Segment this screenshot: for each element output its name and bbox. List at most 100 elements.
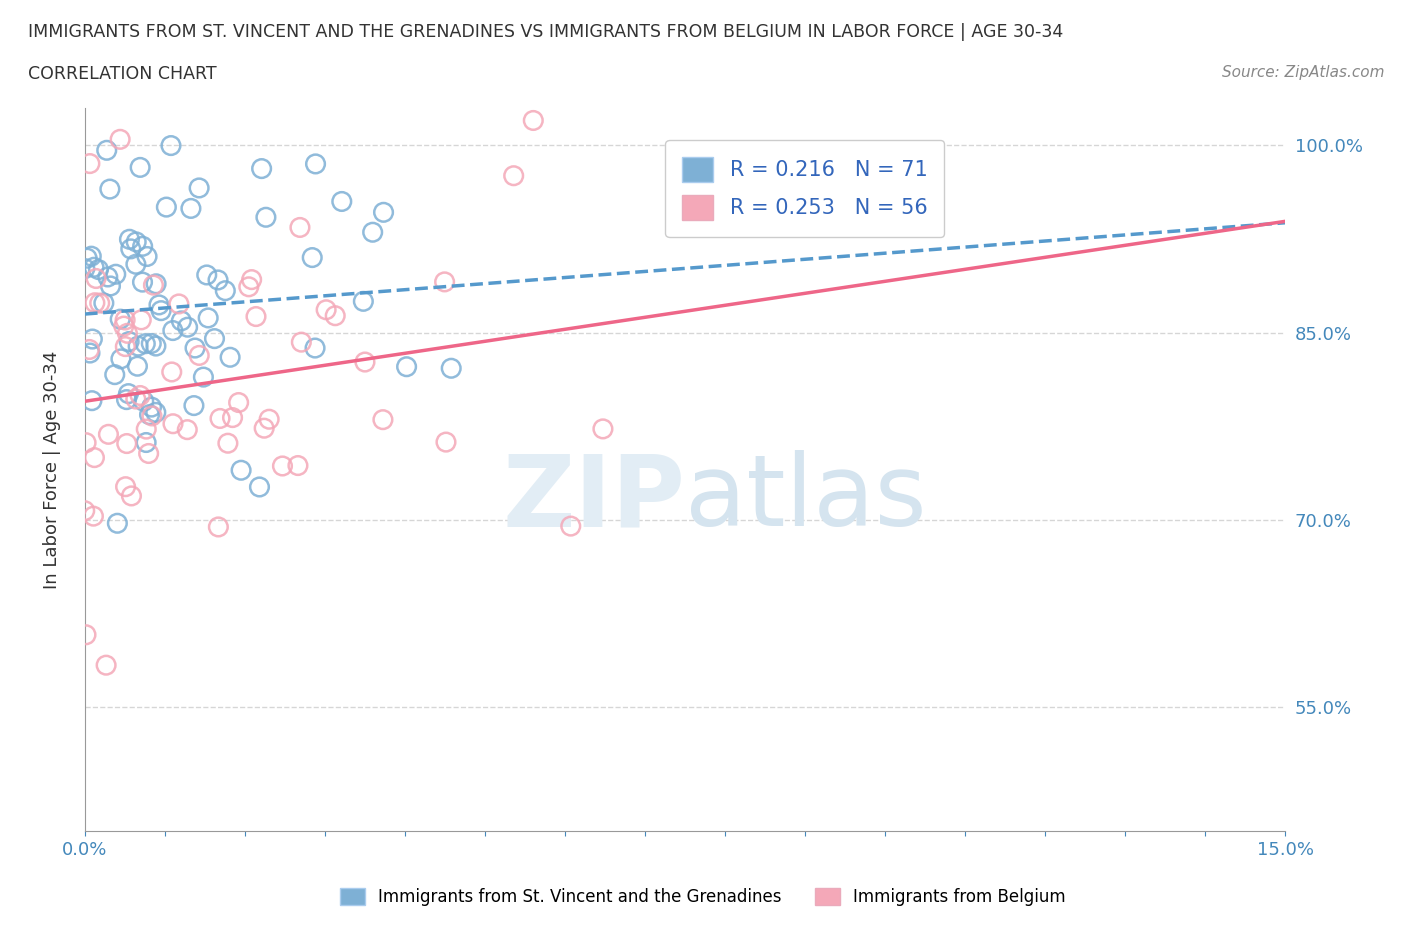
- Point: [145, 276, 167, 291]
- Point: [141, 336, 163, 351]
- Point: [136, 249, 159, 264]
- Point: [114, 339, 136, 354]
- Point: [287, 458, 309, 473]
- Point: [89, 296, 111, 311]
- Point: [115, 436, 138, 451]
- Text: CORRELATION CHART: CORRELATION CHART: [28, 65, 217, 83]
- Point: [176, 320, 198, 335]
- Point: [219, 350, 242, 365]
- Point: [83, 259, 105, 274]
- Point: [96, 143, 118, 158]
- Point: [129, 388, 152, 403]
- Point: [195, 268, 218, 283]
- Point: [108, 132, 131, 147]
- Point: [131, 274, 153, 289]
- Y-axis label: In Labor Force | Age 30-34: In Labor Force | Age 30-34: [44, 351, 60, 589]
- Point: [127, 359, 149, 374]
- Point: [197, 311, 219, 325]
- Point: [502, 168, 524, 183]
- Point: [98, 181, 121, 196]
- Point: [304, 340, 326, 355]
- Point: [254, 210, 277, 225]
- Point: [145, 405, 167, 419]
- Point: [249, 480, 271, 495]
- Point: [105, 516, 128, 531]
- Point: [80, 248, 103, 263]
- Point: [150, 303, 173, 318]
- Point: [129, 160, 152, 175]
- Point: [301, 250, 323, 265]
- Point: [188, 348, 211, 363]
- Point: [253, 420, 276, 435]
- Point: [73, 503, 96, 518]
- Point: [592, 421, 614, 436]
- Point: [117, 386, 139, 401]
- Point: [100, 278, 122, 293]
- Point: [134, 337, 156, 352]
- Point: [433, 274, 456, 289]
- Point: [76, 251, 98, 266]
- Point: [115, 392, 138, 407]
- Point: [83, 450, 105, 465]
- Point: [440, 361, 463, 376]
- Point: [221, 410, 243, 425]
- Point: [104, 367, 127, 382]
- Point: [120, 242, 142, 257]
- Point: [330, 194, 353, 209]
- Point: [79, 346, 101, 361]
- Point: [207, 520, 229, 535]
- Point: [240, 272, 263, 287]
- Point: [522, 113, 544, 128]
- Point: [214, 284, 236, 299]
- Point: [114, 479, 136, 494]
- Point: [271, 458, 294, 473]
- Point: [238, 279, 260, 294]
- Point: [290, 335, 312, 350]
- Point: [104, 267, 127, 282]
- Point: [112, 319, 135, 334]
- Point: [217, 436, 239, 451]
- Point: [145, 339, 167, 353]
- Point: [371, 412, 394, 427]
- Legend: R = 0.216   N = 71, R = 0.253   N = 56: R = 0.216 N = 71, R = 0.253 N = 56: [665, 140, 945, 237]
- Point: [188, 180, 211, 195]
- Point: [560, 519, 582, 534]
- Point: [125, 392, 148, 406]
- Point: [131, 239, 153, 254]
- Point: [373, 205, 395, 219]
- Point: [315, 302, 337, 317]
- Point: [118, 232, 141, 246]
- Point: [125, 234, 148, 249]
- Point: [207, 272, 229, 287]
- Point: [176, 422, 198, 437]
- Point: [288, 220, 311, 235]
- Text: atlas: atlas: [685, 450, 927, 547]
- Point: [160, 139, 183, 153]
- Point: [120, 488, 142, 503]
- Point: [395, 359, 418, 374]
- Point: [434, 434, 457, 449]
- Point: [117, 326, 139, 340]
- Point: [141, 400, 163, 415]
- Point: [208, 411, 231, 426]
- Point: [228, 395, 250, 410]
- Point: [141, 408, 163, 423]
- Point: [125, 257, 148, 272]
- Point: [193, 369, 215, 384]
- Point: [257, 412, 280, 427]
- Point: [73, 261, 96, 276]
- Point: [361, 225, 384, 240]
- Point: [352, 294, 374, 309]
- Point: [142, 278, 165, 293]
- Point: [229, 463, 252, 478]
- Text: Source: ZipAtlas.com: Source: ZipAtlas.com: [1222, 65, 1385, 80]
- Point: [79, 342, 101, 357]
- Point: [204, 331, 226, 346]
- Point: [138, 407, 160, 422]
- Point: [83, 296, 105, 311]
- Point: [93, 296, 115, 311]
- Point: [250, 161, 273, 176]
- Point: [354, 354, 377, 369]
- Point: [118, 334, 141, 349]
- Point: [183, 398, 205, 413]
